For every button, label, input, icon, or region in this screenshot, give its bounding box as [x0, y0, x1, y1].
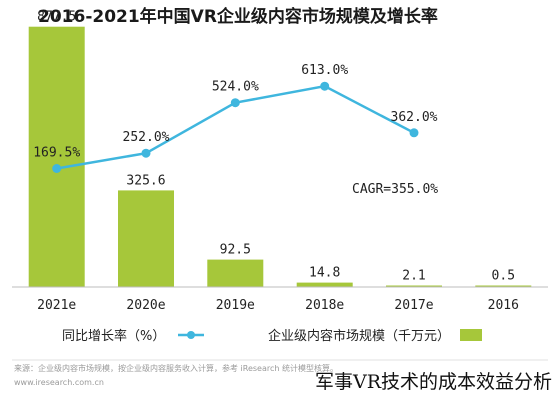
- growth-point: [52, 164, 62, 173]
- x-tick-label: 2017e: [394, 298, 433, 313]
- bar-value-label: 2.1: [402, 269, 425, 284]
- x-tick-label: 2019e: [216, 298, 255, 313]
- chart-title: 2016-2021年中国VR企业级内容市场规模及增长率: [38, 6, 438, 27]
- growth-point: [230, 98, 240, 108]
- x-tick-label: 2020e: [126, 298, 165, 313]
- cagr-annotation: CAGR=355.0%: [352, 182, 438, 197]
- growth-value-label: 252.0%: [123, 130, 170, 145]
- legend: 同比增长率（%） 企业级内容市场规模（千万元）: [62, 328, 482, 344]
- watermark: www.iresearch.com.cn: [14, 378, 104, 387]
- bar-value-label: 92.5: [220, 243, 251, 258]
- bar-2018e: [296, 282, 353, 287]
- x-tick-label: 2021e: [37, 298, 76, 313]
- legend-size-label: 企业级内容市场规模（千万元）: [268, 328, 450, 344]
- bar-2016: [475, 285, 532, 287]
- bar-2017e: [386, 285, 442, 287]
- x-axis-ticks: 2021e 2020e 2019e 2018e 2017e 2016: [37, 298, 519, 313]
- legend-line-marker: [187, 331, 195, 339]
- x-tick-label: 2018e: [305, 298, 344, 313]
- bar-2021e: [28, 26, 85, 287]
- growth-value-label: 169.5%: [33, 146, 80, 161]
- growth-point: [141, 148, 151, 158]
- growth-point: [320, 81, 330, 91]
- bar-2020e: [118, 190, 174, 287]
- growth-value-label: 613.0%: [301, 63, 348, 78]
- bar-series: 877.5 325.6 92.5 14.8 2.1 0.5: [28, 10, 532, 287]
- source-note: 来源：企业级内容市场规模，按企业级内容服务收入计算，参考 iResearch 统…: [14, 363, 338, 373]
- bar-value-label: 14.8: [309, 266, 340, 281]
- bar-value-label: 325.6: [126, 173, 165, 188]
- growth-line-series: 169.5% 252.0% 524.0% 613.0% 362.0%: [33, 63, 438, 173]
- legend-bar-swatch: [460, 329, 482, 341]
- image-caption: 军事VR技术的成本效益分析: [315, 371, 552, 393]
- x-tick-label: 2016: [488, 298, 519, 313]
- legend-growth-label: 同比增长率（%）: [62, 328, 165, 344]
- growth-value-label: 524.0%: [212, 80, 259, 95]
- bar-value-label: 877.5: [37, 10, 76, 25]
- growth-point: [409, 128, 419, 138]
- growth-value-label: 362.0%: [391, 110, 438, 125]
- bar-2019e: [207, 259, 264, 287]
- bar-value-label: 0.5: [492, 269, 515, 284]
